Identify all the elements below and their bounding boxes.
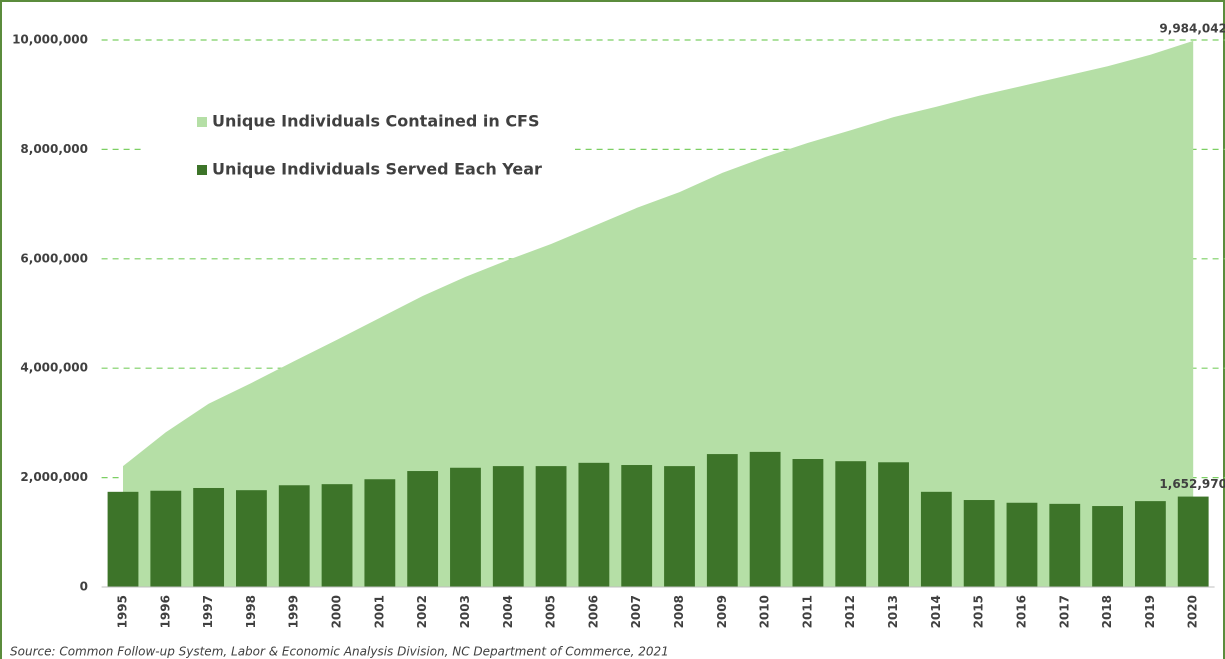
x-tick-label: 2001 <box>372 595 386 628</box>
data-label: 1,652,970 <box>1159 477 1225 491</box>
legend-swatch <box>197 165 207 175</box>
x-tick-label: 2007 <box>629 595 643 628</box>
bar <box>107 491 139 587</box>
bar <box>1177 496 1209 587</box>
legend-label: Unique Individuals Served Each Year <box>212 160 542 179</box>
x-tick-label: 2000 <box>330 595 344 628</box>
bar <box>664 466 695 587</box>
bar <box>706 454 738 587</box>
legend-background <box>145 100 575 195</box>
bar <box>1049 503 1081 587</box>
x-tick-label: 2003 <box>458 595 472 628</box>
legend: Unique Individuals Contained in CFS Uniqu… <box>145 100 575 195</box>
y-tick-label: 10,000,000 <box>12 33 88 47</box>
bar <box>364 479 396 587</box>
x-tick-label: 2010 <box>758 595 772 628</box>
y-tick-label: 0 <box>80 580 88 594</box>
x-tick-label: 1998 <box>244 595 258 628</box>
x-tick-label: 2015 <box>972 595 986 628</box>
plot-area: 9,984,042 1,652,970 1995 1996 1997 1998 1999 20… <box>101 21 1225 628</box>
bar <box>1006 502 1038 587</box>
x-tick-label: 2013 <box>886 595 900 628</box>
bar <box>963 500 995 587</box>
bar <box>920 491 952 587</box>
x-tick-label: 2006 <box>586 595 600 628</box>
bar <box>535 466 567 587</box>
x-tick-label: 2008 <box>672 595 686 628</box>
x-tick-label: 2020 <box>1186 595 1200 628</box>
y-tick-label: 2,000,000 <box>20 470 88 484</box>
x-tick-label: 2017 <box>1057 595 1071 628</box>
bar <box>407 471 439 587</box>
bar <box>578 462 610 587</box>
bar <box>492 466 524 587</box>
bar <box>236 490 267 587</box>
bar <box>150 490 182 587</box>
x-tick-label: 1997 <box>201 595 215 628</box>
x-tick-label: 2018 <box>1100 595 1114 628</box>
x-tick-label: 2009 <box>715 595 729 628</box>
x-tick-label: 1996 <box>158 595 172 628</box>
y-tick-label: 6,000,000 <box>20 251 88 265</box>
x-tick-label: 2012 <box>843 595 857 628</box>
x-tick-label: 1995 <box>116 595 130 628</box>
bar <box>1134 501 1166 587</box>
data-label: 9,984,042 <box>1159 21 1225 35</box>
bar <box>278 485 310 587</box>
x-tick-label: 2019 <box>1143 595 1157 628</box>
bar <box>193 487 225 587</box>
x-tick-label: 2014 <box>929 595 943 628</box>
y-tick-label: 8,000,000 <box>20 142 88 156</box>
bar <box>321 484 353 587</box>
x-tick-label: 1999 <box>287 595 301 628</box>
bar <box>621 465 653 587</box>
legend-label: Unique Individuals Contained in CFS <box>212 112 540 131</box>
x-tick-label: 2016 <box>1014 595 1028 628</box>
bar <box>878 462 909 587</box>
bar <box>792 459 824 587</box>
area <box>123 40 1194 587</box>
x-tick-label: 2011 <box>800 595 814 628</box>
legend-swatch <box>197 117 207 127</box>
bar <box>749 451 781 587</box>
y-tick-label: 4,000,000 <box>20 361 88 375</box>
bar <box>450 467 481 587</box>
x-tick-label: 2004 <box>501 595 515 628</box>
source-note: Source: Common Follow-up System, Labor &… <box>10 645 669 659</box>
bar <box>1092 506 1123 587</box>
x-tick-label: 2005 <box>544 595 558 628</box>
bar <box>835 461 867 587</box>
x-tick-label: 2002 <box>415 595 429 628</box>
